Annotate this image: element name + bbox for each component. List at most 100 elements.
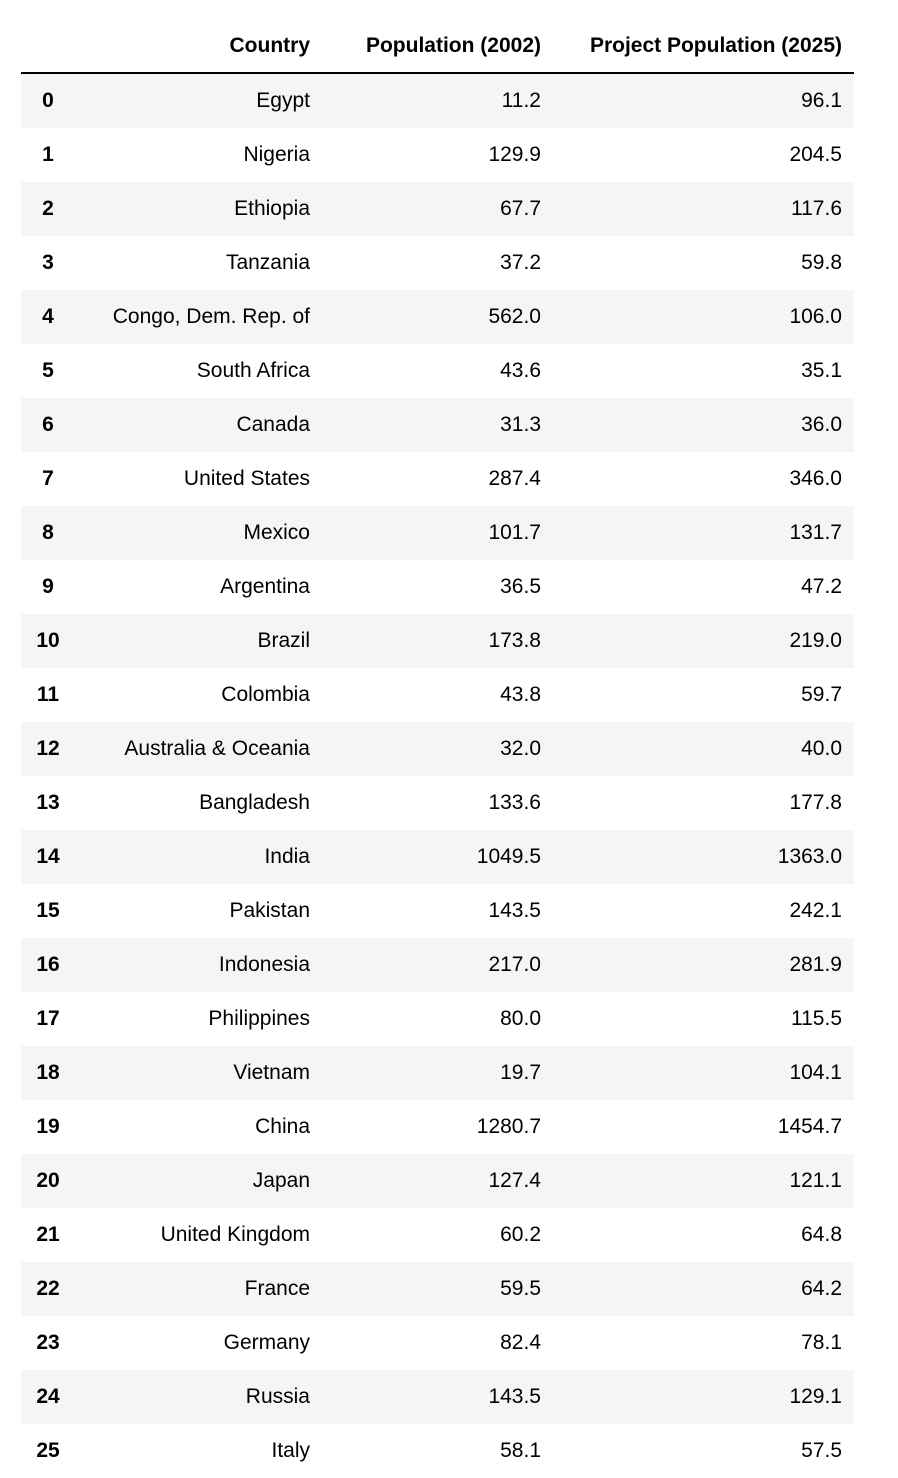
population-2025-cell: 121.1	[789, 1169, 842, 1192]
table-row: 21 United Kingdom 60.2 64.8	[21, 1208, 854, 1262]
row-index: 4	[42, 305, 54, 328]
population-2025-cell: 117.6	[791, 197, 842, 220]
table-row: 13 Bangladesh 133.6 177.8	[21, 776, 854, 830]
population-2002-cell: 59.5	[500, 1277, 541, 1300]
table-row: 19 China 1280.7 1454.7	[21, 1100, 854, 1154]
table-row: 17 Philippines 80.0 115.5	[21, 992, 854, 1046]
population-2002-cell: 60.2	[500, 1223, 541, 1246]
row-index: 13	[36, 791, 60, 814]
country-cell: Germany	[223, 1331, 310, 1354]
row-index: 22	[36, 1277, 60, 1300]
row-index: 21	[36, 1223, 60, 1246]
country-cell: Philippines	[208, 1007, 310, 1030]
country-cell: Mexico	[243, 521, 310, 544]
population-2002-cell: 67.7	[500, 197, 541, 220]
row-index: 3	[42, 251, 54, 274]
country-cell: Japan	[252, 1169, 310, 1192]
population-2025-cell: 346.0	[789, 467, 842, 490]
population-2002-cell: 217.0	[488, 953, 541, 976]
population-2002-cell: 58.1	[500, 1439, 541, 1462]
population-2002-cell: 11.2	[501, 89, 541, 112]
country-cell: Argentina	[220, 575, 310, 598]
table-row: 0 Egypt 11.2 96.1	[21, 73, 854, 128]
country-cell: India	[264, 845, 310, 868]
population-2025-cell: 129.1	[789, 1385, 842, 1408]
table-row: 10 Brazil 173.8 219.0	[21, 614, 854, 668]
population-2025-cell: 78.1	[801, 1331, 842, 1354]
population-2002-cell: 80.0	[500, 1007, 541, 1030]
country-cell: South Africa	[196, 359, 310, 382]
country-cell: Brazil	[257, 629, 310, 652]
country-cell: Tanzania	[225, 251, 310, 274]
country-cell: Ethiopia	[234, 197, 310, 220]
table-row: 20 Japan 127.4 121.1	[21, 1154, 854, 1208]
population-table: Country Population (2002) Project Popula…	[21, 20, 854, 1478]
row-index: 17	[36, 1007, 60, 1030]
population-2025-cell: 35.1	[801, 359, 842, 382]
row-index: 14	[36, 845, 60, 868]
table-row: 3 Tanzania 37.2 59.8	[21, 236, 854, 290]
table-row: 15 Pakistan 143.5 242.1	[21, 884, 854, 938]
population-2025-cell: 131.7	[789, 521, 842, 544]
country-cell: Bangladesh	[199, 791, 310, 814]
population-2025-cell: 104.1	[789, 1061, 842, 1084]
population-2025-header: Project Population (2025)	[553, 20, 854, 74]
population-2002-cell: 127.4	[488, 1169, 541, 1192]
population-2025-cell: 64.8	[801, 1223, 842, 1246]
population-2025-cell: 59.7	[801, 683, 842, 706]
row-index: 9	[42, 575, 54, 598]
row-index: 7	[42, 467, 54, 490]
population-2025-cell: 96.1	[801, 89, 842, 112]
table-row: 16 Indonesia 217.0 281.9	[21, 938, 854, 992]
population-2025-cell: 219.0	[789, 629, 842, 652]
population-2002-cell: 43.8	[500, 683, 541, 706]
table-row: 14 India 1049.5 1363.0	[21, 830, 854, 884]
country-cell: United States	[183, 467, 310, 490]
population-2002-cell: 101.7	[488, 521, 541, 544]
header-row: Country Population (2002) Project Popula…	[21, 20, 854, 74]
table-body: 0 Egypt 11.2 96.1 1 Nigeria 129.9 204.5 2 Ethiopi…	[21, 73, 854, 1478]
country-cell: Egypt	[256, 89, 310, 112]
population-2025-cell: 1454.7	[777, 1115, 842, 1138]
row-index: 25	[36, 1439, 60, 1462]
table-row: 2 Ethiopia 67.7 117.6	[21, 182, 854, 236]
country-cell: Russia	[245, 1385, 310, 1408]
country-cell: Indonesia	[218, 953, 310, 976]
table-row: 4 Congo, Dem. Rep. of 562.0 106.0	[21, 290, 854, 344]
table-row: 23 Germany 82.4 78.1	[21, 1316, 854, 1370]
row-index: 16	[36, 953, 60, 976]
population-2025-cell: 57.5	[801, 1439, 842, 1462]
row-index: 24	[36, 1385, 60, 1408]
country-cell: Canada	[236, 413, 310, 436]
table-row: 12 Australia & Oceania 32.0 40.0	[21, 722, 854, 776]
population-2025-cell: 106.0	[789, 305, 842, 328]
population-2025-cell: 47.2	[801, 575, 842, 598]
dataframe-output: Country Population (2002) Project Popula…	[21, 20, 854, 1478]
country-cell: Vietnam	[233, 1061, 310, 1084]
row-index: 10	[36, 629, 60, 652]
population-2002-header: Population (2002)	[322, 20, 553, 74]
country-cell: China	[255, 1115, 310, 1138]
population-2002-cell: 143.5	[488, 1385, 541, 1408]
table-row: 5 South Africa 43.6 35.1	[21, 344, 854, 398]
population-2025-cell: 36.0	[801, 413, 842, 436]
table-row: 8 Mexico 101.7 131.7	[21, 506, 854, 560]
country-header: Country	[83, 20, 322, 74]
table-row: 1 Nigeria 129.9 204.5	[21, 128, 854, 182]
population-2002-cell: 43.6	[500, 359, 541, 382]
population-2002-cell: 82.4	[500, 1331, 541, 1354]
row-index: 11	[36, 683, 60, 706]
population-2025-cell: 1363.0	[777, 845, 842, 868]
country-cell: France	[244, 1277, 310, 1300]
population-2002-cell: 1280.7	[476, 1115, 541, 1138]
population-2025-cell: 242.1	[789, 899, 842, 922]
population-2002-cell: 1049.5	[476, 845, 541, 868]
row-index: 0	[42, 89, 54, 112]
table-row: 7 United States 287.4 346.0	[21, 452, 854, 506]
population-2002-cell: 562.0	[488, 305, 541, 328]
population-2002-cell: 31.3	[500, 413, 541, 436]
population-2002-cell: 287.4	[488, 467, 541, 490]
country-cell: Australia & Oceania	[124, 737, 310, 760]
population-2002-cell: 133.6	[488, 791, 541, 814]
country-cell: Italy	[271, 1439, 310, 1462]
